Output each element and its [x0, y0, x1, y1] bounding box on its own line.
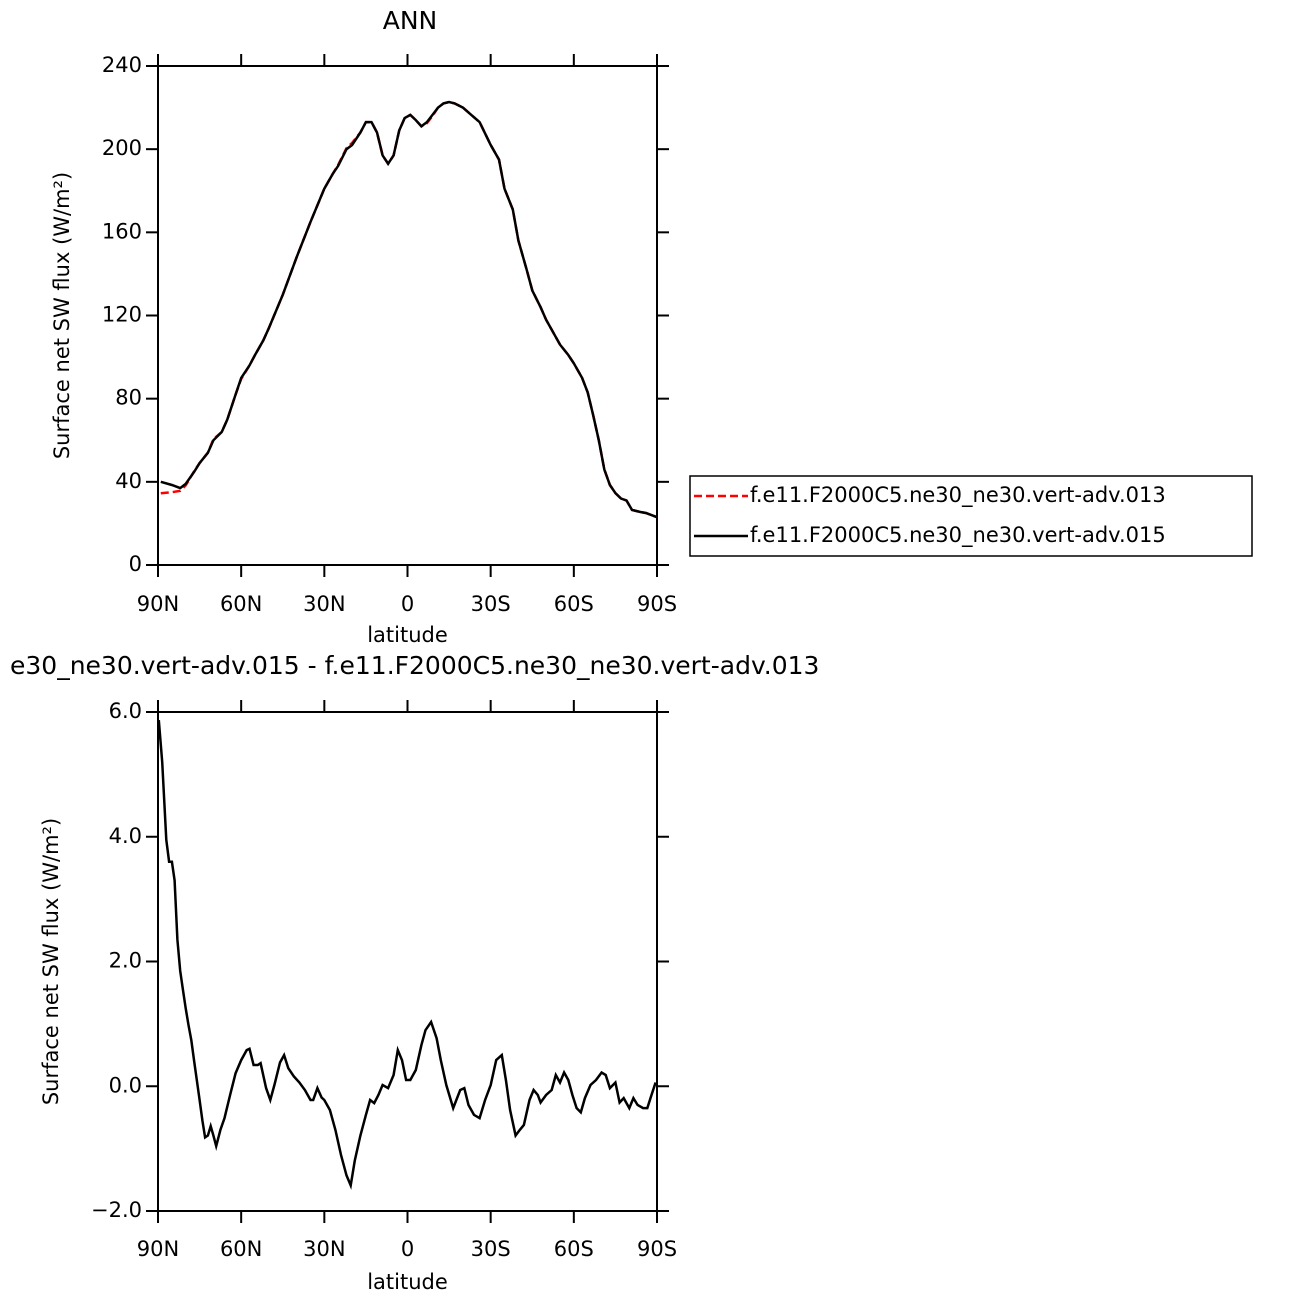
y-tick-label: −2.0	[91, 1198, 142, 1222]
x-tick-label: 0	[401, 1237, 414, 1261]
legend-box	[689, 475, 1253, 557]
x-tick-label: 90S	[637, 592, 677, 616]
y-tick-label: 240	[102, 53, 142, 77]
data-line	[160, 100, 658, 519]
x-tick-label: 60N	[220, 592, 262, 616]
y-tick-label: 40	[115, 469, 142, 493]
chart-title: e30_ne30.vert-adv.015 - f.e11.F2000C5.ne…	[10, 651, 819, 680]
x-tick-label: 30N	[303, 1237, 345, 1261]
plot-frame	[157, 65, 658, 566]
y-tick-label: 0.0	[109, 1073, 142, 1097]
data-line	[157, 719, 657, 1190]
x-tick-label: 90N	[137, 592, 179, 616]
y-tick-label: 2.0	[109, 949, 142, 973]
x-tick-label: 0	[401, 592, 414, 616]
y-tick-label: 0	[129, 552, 142, 576]
plot: ANN latitude Surface net SW flux (W/m²) 90N…	[50, 6, 1253, 647]
x-tick-label: 60S	[554, 1237, 594, 1261]
x-tick-label: 60S	[554, 592, 594, 616]
x-axis-label: latitude	[367, 623, 448, 647]
x-tick-label: 30S	[471, 592, 511, 616]
y-tick-label: 160	[102, 219, 142, 243]
legend-label: f.e11.F2000C5.ne30_ne30.vert-adv.015	[750, 523, 1166, 548]
y-tick-label: 200	[102, 136, 142, 160]
x-tick-label: 60N	[220, 1237, 262, 1261]
x-tick-label: 30S	[471, 1237, 511, 1261]
y-tick-label: 80	[115, 386, 142, 410]
x-axis-label: latitude	[367, 1270, 448, 1294]
y-tick-label: 120	[102, 303, 142, 327]
data-line	[160, 100, 658, 519]
chart-title: ANN	[383, 6, 438, 35]
legend-label: f.e11.F2000C5.ne30_ne30.vert-adv.013	[750, 483, 1166, 508]
x-tick-label: 90S	[637, 1237, 677, 1261]
y-axis-label: Surface net SW flux (W/m²)	[50, 172, 74, 459]
x-tick-label: 90N	[137, 1237, 179, 1261]
y-tick-label: 6.0	[109, 699, 142, 723]
y-axis-label: Surface net SW flux (W/m²)	[39, 818, 63, 1105]
plot: e30_ne30.vert-adv.015 - f.e11.F2000C5.ne…	[10, 651, 819, 1294]
x-tick-label: 30N	[303, 592, 345, 616]
y-tick-label: 4.0	[109, 824, 142, 848]
plot-frame	[157, 711, 658, 1212]
